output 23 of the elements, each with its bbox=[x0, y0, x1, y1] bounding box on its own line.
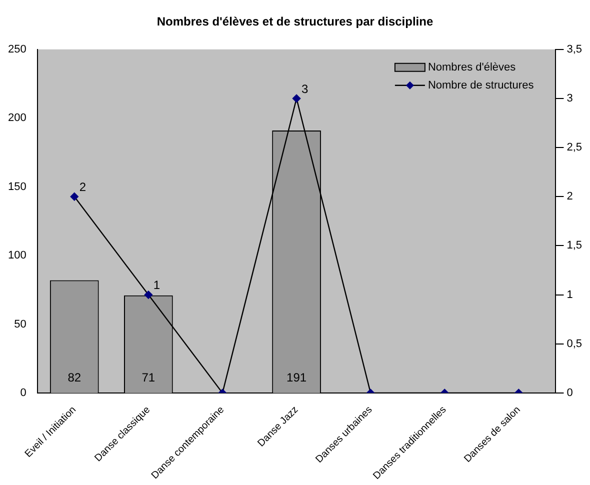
y-tick-label: 200 bbox=[8, 112, 26, 124]
y-tick-label: 50 bbox=[14, 318, 26, 330]
legend-label: Nombre de structures bbox=[428, 79, 534, 92]
y2-tick-label: 2 bbox=[566, 190, 573, 203]
legend-label: Nombres d'élèves bbox=[428, 61, 516, 74]
y2-tick-label: 0,5 bbox=[566, 338, 582, 350]
data-label: 191 bbox=[286, 370, 307, 384]
y2-tick-label: 2,5 bbox=[566, 142, 582, 154]
y2-tick-label: 1 bbox=[566, 288, 573, 301]
y-tick-label: 0 bbox=[20, 386, 26, 399]
y-tick-label: 100 bbox=[8, 250, 26, 262]
y2-tick-label: 1,5 bbox=[566, 240, 582, 252]
y2-tick-label: 3,5 bbox=[566, 43, 582, 56]
data-label: 2 bbox=[79, 180, 86, 194]
data-label: 71 bbox=[142, 370, 156, 384]
y-tick-label: 150 bbox=[8, 180, 26, 193]
data-label: 82 bbox=[68, 370, 82, 384]
data-label: 3 bbox=[302, 82, 309, 96]
chart-title: Nombres d'élèves et de structures par discipline bbox=[156, 14, 434, 29]
y-tick-label: 250 bbox=[8, 43, 26, 56]
y2-tick-label: 0 bbox=[566, 386, 573, 399]
y2-tick-label: 3 bbox=[566, 92, 573, 105]
data-label: 1 bbox=[153, 278, 160, 292]
